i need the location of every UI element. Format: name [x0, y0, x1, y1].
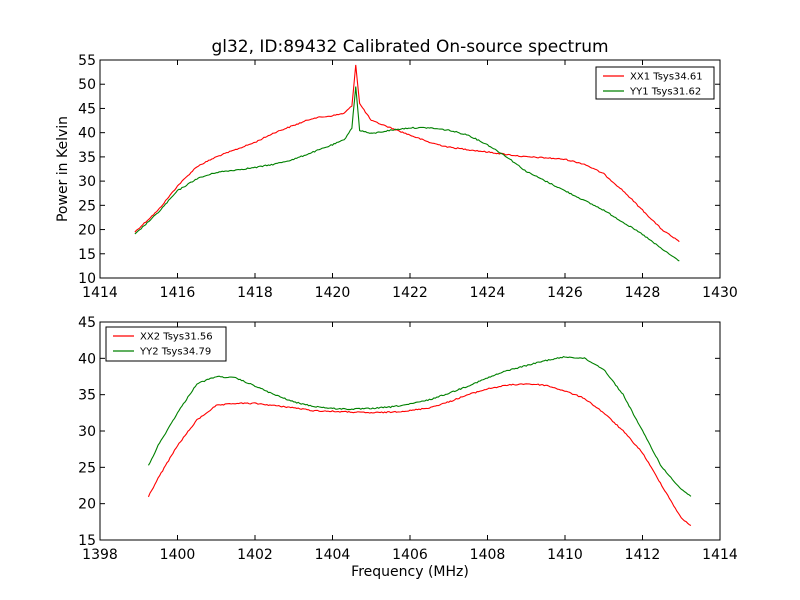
y-tick-label: 55 — [78, 53, 96, 69]
y-tick-label: 15 — [78, 533, 96, 549]
x-tick-label: 1422 — [392, 285, 428, 301]
y-tick-label: 25 — [78, 460, 96, 476]
x-tick-label: 1424 — [470, 285, 506, 301]
x-tick-label: 1400 — [160, 547, 196, 563]
legend-box — [105, 326, 227, 362]
y-tick-label: 20 — [78, 497, 96, 513]
legend-label: YY1 Tsys31.62 — [629, 87, 701, 98]
x-tick-label: 1428 — [625, 285, 661, 301]
x-tick-label: 1414 — [82, 285, 118, 301]
figure-title: gl32, ID:89432 Calibrated On-source spec… — [211, 37, 608, 57]
legend-label: XX1 Tsys34.61 — [630, 72, 703, 83]
y-tick-label: 35 — [78, 150, 96, 166]
bottom-spectrum-panel: 1398 1400 1402 1404 1406 1408 1410 1412 1414 15 20… — [78, 315, 738, 563]
x-axis-label: Frequency (MHz) — [351, 564, 469, 580]
series-line-xx1 — [134, 64, 680, 243]
y-tick-label: 35 — [78, 388, 96, 404]
y-tick-label: 15 — [78, 247, 96, 263]
series-line-yy2 — [147, 355, 692, 497]
y-tick-label: 40 — [78, 351, 96, 367]
y-tick-label: 40 — [78, 126, 96, 142]
top-spectrum-panel: 1414 1416 1418 1420 1422 1424 1426 1428 1430 10 15… — [78, 53, 738, 301]
x-tick-label: 1412 — [625, 547, 661, 563]
y-tick-label: 20 — [78, 223, 96, 239]
x-tick-label: 1398 — [82, 547, 118, 563]
y-tick-label: 50 — [78, 77, 96, 93]
y-axis-label: Power in Kelvin — [55, 116, 71, 222]
x-tick-label: 1416 — [160, 285, 196, 301]
x-tick-label: 1418 — [237, 285, 273, 301]
series-line-yy1 — [134, 86, 680, 262]
x-tick-label: 1402 — [237, 547, 273, 563]
y-tick-label: 30 — [78, 424, 96, 440]
x-tick-label: 1410 — [547, 547, 583, 563]
y-tick-label: 25 — [78, 198, 96, 214]
legend: XX2 Tsys31.56 YY2 Tsys34.79 — [105, 326, 227, 362]
x-tick-label: 1426 — [547, 285, 583, 301]
x-tick-label: 1408 — [470, 547, 506, 563]
y-tick-label: 30 — [78, 174, 96, 190]
legend-box — [595, 66, 715, 100]
y-tick-label: 10 — [78, 271, 96, 287]
legend-label: YY2 Tsys34.79 — [139, 347, 211, 358]
legend: XX1 Tsys34.61 YY1 Tsys31.62 — [595, 66, 715, 100]
y-tick-label: 45 — [78, 101, 96, 117]
y-tick-label: 45 — [78, 315, 96, 331]
series-line-xx2 — [147, 383, 692, 526]
x-tick-label: 1404 — [315, 547, 351, 563]
x-tick-label: 1420 — [315, 285, 351, 301]
x-tick-label: 1414 — [702, 547, 738, 563]
x-tick-label: 1430 — [702, 285, 738, 301]
legend-label: XX2 Tsys31.56 — [140, 332, 213, 343]
x-tick-label: 1406 — [392, 547, 428, 563]
